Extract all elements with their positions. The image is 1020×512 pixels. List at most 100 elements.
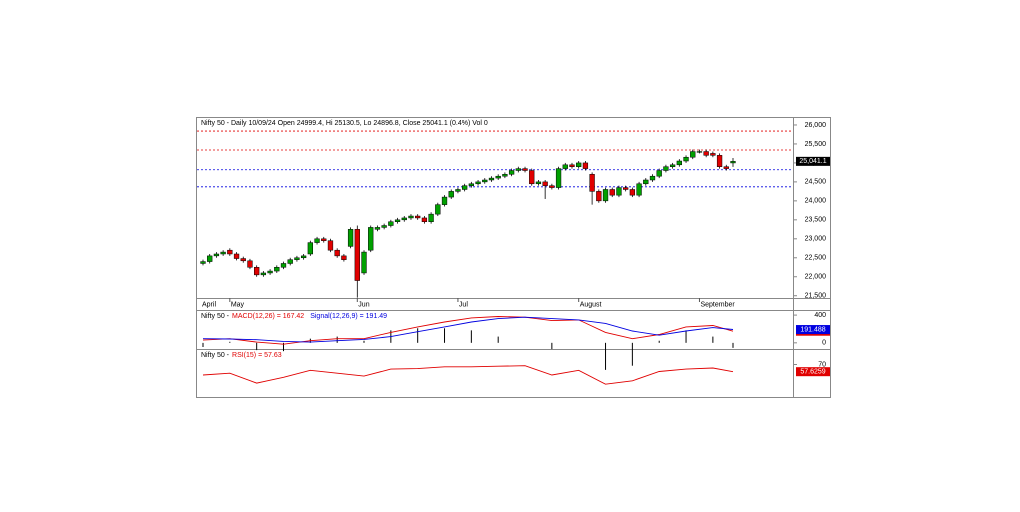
candle-body	[294, 257, 300, 260]
candle-body	[488, 177, 495, 181]
x-tick-label: August	[580, 301, 602, 308]
x-tick-label: May	[231, 301, 245, 308]
candle-body	[663, 166, 669, 171]
candle-body	[213, 253, 220, 257]
y-tick-label: 24,000	[805, 198, 827, 205]
candle-body	[421, 217, 428, 222]
candle-body	[730, 161, 736, 164]
candle-body	[582, 162, 589, 169]
candle-body	[267, 270, 273, 274]
legend-entry: MACD(12,26) = 167.42	[232, 313, 304, 320]
candle-body	[502, 174, 508, 177]
candle-body	[254, 267, 260, 276]
candle-body	[220, 251, 226, 255]
candle-body	[401, 217, 407, 221]
candle-body	[623, 187, 629, 190]
series-line	[202, 316, 734, 345]
candle-body	[602, 189, 609, 202]
candle-body	[354, 229, 360, 281]
candle-body	[300, 255, 307, 259]
frame	[196, 117, 831, 398]
candle-body	[327, 240, 334, 251]
candle-body	[589, 174, 595, 192]
y-tick-label: 22,000	[805, 274, 827, 281]
candle-body	[227, 249, 233, 255]
candle-body	[274, 267, 280, 272]
candle-body	[569, 164, 575, 167]
candle-body	[482, 179, 488, 183]
candle-body	[495, 175, 501, 179]
candle-body	[549, 185, 555, 188]
y-tick-label: 26,000	[805, 122, 827, 129]
series-line	[202, 316, 734, 343]
candle-body	[455, 189, 461, 192]
candle-body	[535, 181, 542, 185]
candle-body	[542, 181, 548, 186]
candle-body	[515, 168, 521, 171]
candle-body	[435, 204, 441, 215]
end-label-box	[796, 367, 830, 377]
candle-body	[468, 183, 475, 186]
candle-body	[287, 259, 293, 264]
candle-body	[508, 170, 515, 175]
y-tick-label: 400	[814, 312, 826, 319]
x-tick-label: Jul	[459, 301, 468, 308]
candle-body	[649, 175, 656, 181]
candle-body	[260, 272, 267, 276]
candle-body	[200, 261, 206, 264]
candle-body	[280, 263, 287, 268]
candle-body	[347, 229, 354, 247]
candle-body	[690, 151, 696, 158]
candle-body	[307, 242, 313, 255]
panel-title: Nifty 50 -	[201, 352, 230, 359]
candle-body	[616, 187, 622, 196]
end-label-box	[796, 325, 830, 335]
candle-body	[314, 238, 320, 243]
candle-body	[643, 179, 649, 185]
candle-body	[428, 213, 434, 222]
panel-title: Nifty 50 -	[201, 313, 230, 320]
y-tick-label: 24,500	[805, 179, 827, 186]
candle-body	[576, 162, 582, 167]
candle-body	[374, 227, 381, 230]
candle-body	[555, 168, 562, 188]
candle-body	[207, 255, 213, 262]
candle-body	[696, 151, 703, 153]
candle-body	[629, 189, 636, 196]
end-label: 191.488	[800, 326, 825, 333]
candle-body	[683, 156, 689, 162]
candle-body	[596, 191, 602, 202]
y-tick-label: 23,000	[805, 236, 827, 243]
candle-body	[388, 221, 394, 226]
y-tick-label: 25,500	[805, 141, 827, 148]
legend-entry: RSI(15) = 57.63	[232, 352, 282, 359]
end-label: 57.6259	[800, 369, 825, 376]
candle-body	[669, 164, 676, 167]
candle-body	[448, 191, 454, 198]
legend-entry: Signal(12,26,9) = 191.49	[310, 313, 387, 320]
last-price-label: 25,041.1	[799, 158, 826, 165]
series-line	[202, 365, 734, 385]
candle-body	[716, 155, 723, 167]
x-tick-label: September	[700, 301, 735, 308]
candle-body	[394, 219, 401, 222]
candle-body	[321, 238, 327, 241]
candle-body	[408, 215, 414, 219]
chart-title: Nifty 50 - Daily 10/09/24 Open 24999.4, …	[201, 120, 488, 127]
candle-body	[710, 153, 716, 156]
x-tick-label: Jun	[358, 301, 369, 308]
y-tick-label: 70	[818, 361, 826, 368]
candle-body	[247, 260, 253, 268]
candle-body	[415, 215, 421, 219]
last-price-box	[796, 156, 830, 166]
candle-body	[441, 196, 448, 205]
candle-body	[233, 253, 240, 259]
candle-body	[529, 170, 535, 185]
y-tick-label: 21,500	[805, 293, 827, 300]
candle-body	[461, 185, 468, 190]
candle-body	[676, 160, 682, 166]
candle-body	[341, 255, 347, 260]
candle-body	[368, 227, 374, 251]
x-tick-label: April	[202, 301, 216, 308]
candle-body	[522, 168, 528, 171]
